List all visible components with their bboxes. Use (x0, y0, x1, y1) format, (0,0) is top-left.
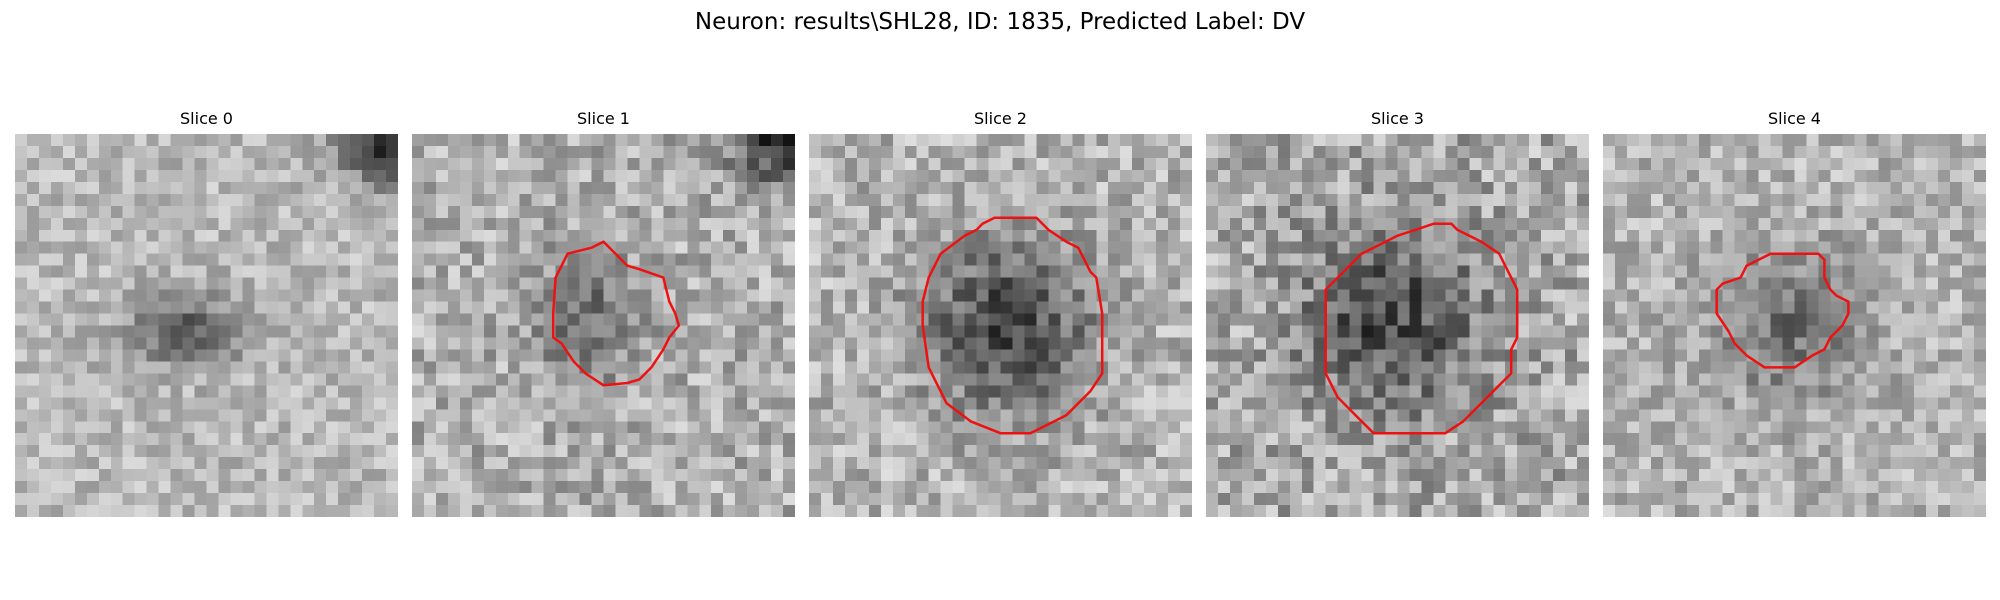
slice-image-4 (1603, 134, 1986, 517)
slice-title-2: Slice 2 (974, 109, 1027, 128)
roi-outline-3 (1324, 222, 1519, 435)
roi-outline-2 (921, 216, 1104, 435)
figure-title: Neuron: results\SHL28, ID: 1835, Predict… (694, 9, 1306, 35)
roi-outline-1 (551, 240, 681, 387)
slice-panel-1: Slice 1 (412, 108, 795, 533)
slice-panel-0: Slice 0 (15, 108, 398, 533)
slice-title-1: Slice 1 (577, 109, 630, 128)
slice-canvas-1 (412, 134, 795, 517)
slice-image-0 (15, 134, 398, 517)
slice-canvas-2 (809, 134, 1192, 517)
slice-title-4: Slice 4 (1768, 109, 1821, 128)
slice-canvas-0 (15, 134, 398, 517)
slice-title-0: Slice 0 (180, 109, 233, 128)
slice-image-2 (809, 134, 1192, 517)
slice-panel-3: Slice 3 (1206, 108, 1589, 533)
roi-outline-4 (1715, 252, 1850, 369)
slice-canvas-4 (1603, 134, 1986, 517)
slice-panel-4: Slice 4 (1603, 108, 1986, 533)
slice-image-1 (412, 134, 795, 517)
slice-title-3: Slice 3 (1371, 109, 1424, 128)
slice-panel-2: Slice 2 (809, 108, 1192, 533)
slice-canvas-3 (1206, 134, 1589, 517)
slice-image-3 (1206, 134, 1589, 517)
